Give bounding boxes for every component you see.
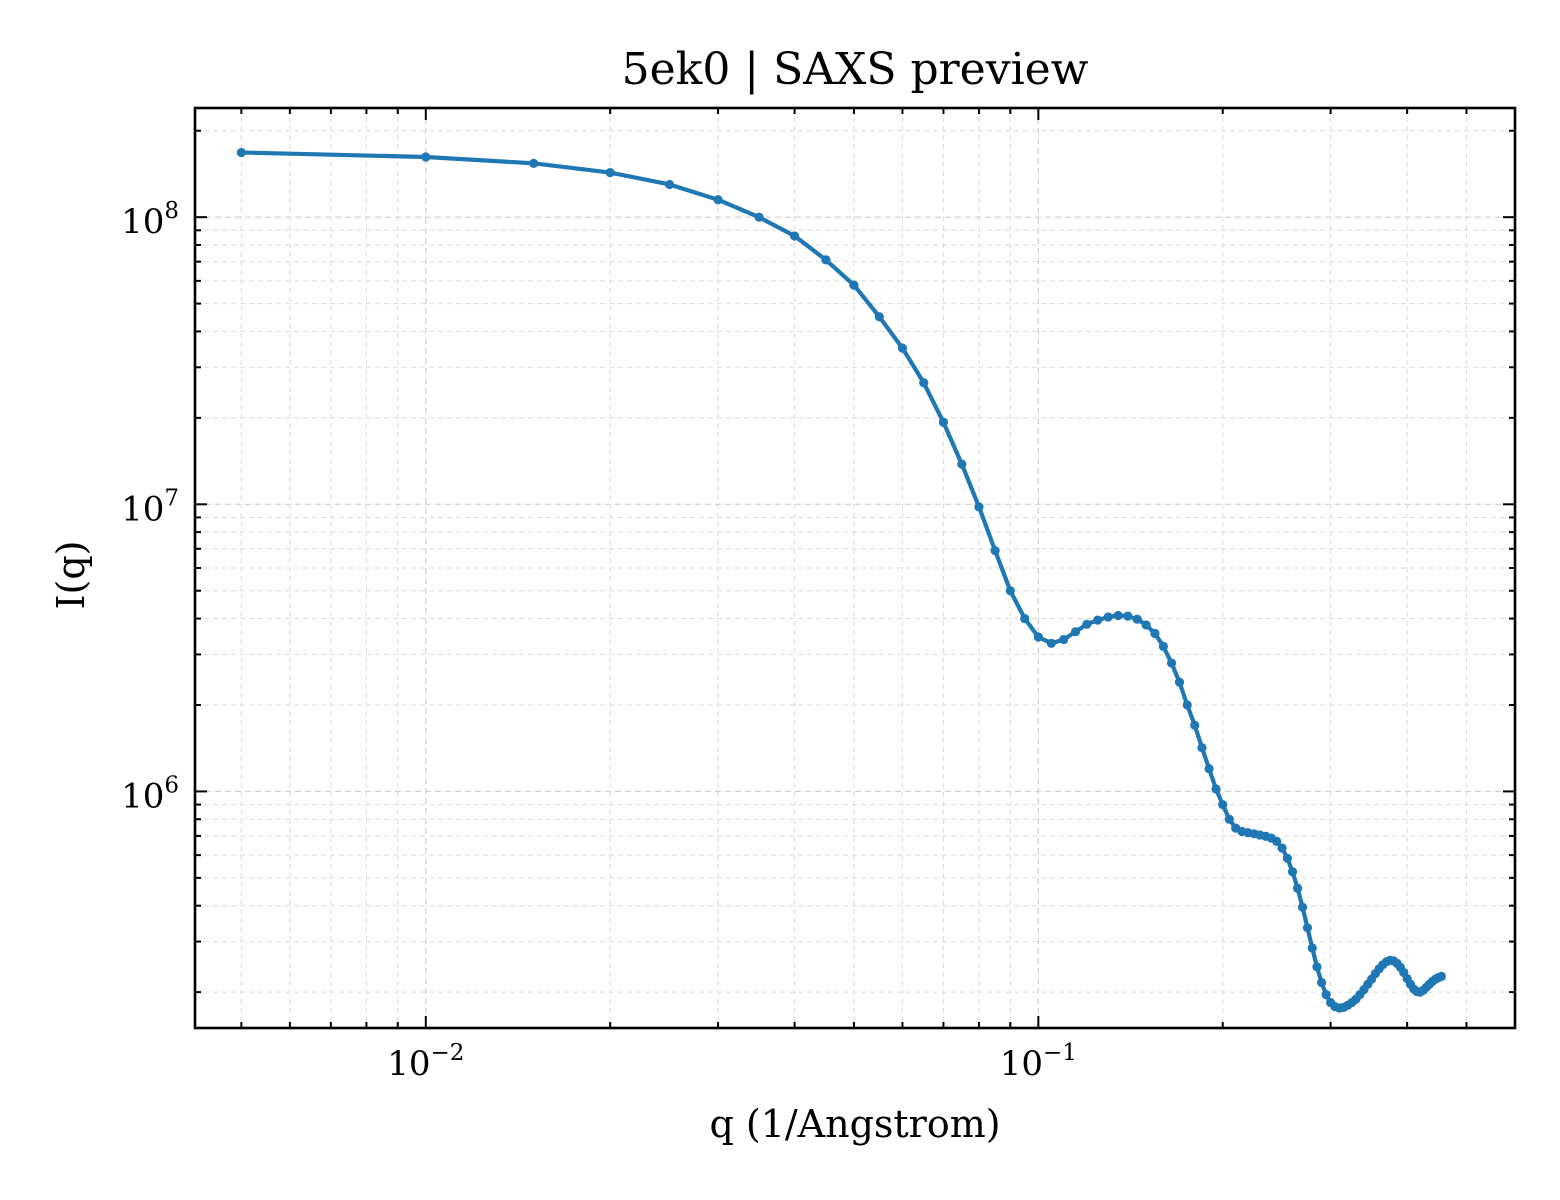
- data-point: [1182, 700, 1192, 710]
- data-point: [529, 158, 539, 168]
- data-point: [1293, 883, 1303, 893]
- y-tick-label-exponent: 7: [164, 485, 179, 511]
- y-axis-label: I(q): [49, 541, 93, 610]
- data-point: [1277, 843, 1287, 853]
- data-point: [1174, 677, 1185, 687]
- data-point: [1132, 614, 1142, 624]
- data-point: [1005, 586, 1015, 596]
- y-tick-label: 107: [121, 485, 179, 529]
- y-tick-label-base: 10: [121, 202, 164, 242]
- y-tick-label-base: 10: [121, 776, 164, 816]
- data-point: [938, 417, 949, 427]
- grid-lines: [195, 108, 1515, 1028]
- x-tick-label-exponent: −2: [430, 1040, 464, 1066]
- data-point: [421, 152, 431, 162]
- x-tick-label-base: 10: [387, 1044, 430, 1084]
- data-point: [1211, 784, 1221, 794]
- data-point: [1103, 612, 1113, 622]
- data-point: [974, 502, 984, 512]
- data-point: [1312, 962, 1322, 972]
- x-axis-label: q (1/Angstrom): [709, 1102, 1000, 1146]
- data-point: [919, 378, 929, 388]
- data-point: [1113, 610, 1123, 621]
- y-tick-label-exponent: 8: [164, 198, 179, 224]
- x-tick-label-exponent: −1: [1043, 1040, 1077, 1066]
- data-point: [849, 280, 859, 290]
- data-point: [1224, 814, 1234, 824]
- data-point: [713, 195, 723, 205]
- data-point: [1158, 641, 1168, 651]
- data-point: [1297, 902, 1308, 912]
- data-point: [1272, 836, 1282, 846]
- plot-frame: [193, 106, 1517, 1030]
- data-point: [1307, 943, 1317, 953]
- y-tick-label: 108: [121, 198, 179, 242]
- data-point: [1190, 720, 1200, 730]
- data-point: [1316, 977, 1327, 988]
- data-point: [1282, 853, 1292, 863]
- data-point: [1123, 611, 1133, 621]
- data-point: [1436, 971, 1447, 981]
- y-tick-label: 106: [121, 772, 179, 816]
- data-point: [1070, 627, 1081, 637]
- y-tick-label-exponent: 6: [164, 772, 179, 798]
- data-point: [1150, 628, 1160, 639]
- data-point: [1204, 764, 1214, 774]
- data-point: [664, 179, 675, 190]
- x-tick-label: 10−2: [387, 1040, 464, 1084]
- data-point: [1321, 990, 1331, 1000]
- data-point: [1197, 743, 1207, 753]
- data-point: [897, 343, 908, 353]
- data-point: [789, 231, 800, 241]
- data-point: [605, 167, 615, 178]
- data-point: [236, 147, 246, 158]
- y-tick-label-base: 10: [121, 489, 164, 529]
- data-point: [957, 459, 967, 469]
- data-point: [1093, 615, 1103, 625]
- x-tick-label-base: 10: [1000, 1044, 1043, 1084]
- data-series: [236, 147, 1447, 1013]
- data-point: [1141, 620, 1151, 630]
- chart-title: 5ek0 | SAXS preview: [622, 44, 1089, 95]
- data-point: [821, 255, 831, 265]
- data-point: [1046, 638, 1056, 648]
- data-point: [1059, 634, 1069, 645]
- data-point: [1287, 867, 1298, 877]
- data-point: [1020, 613, 1030, 624]
- data-point: [754, 212, 764, 222]
- data-point: [1302, 923, 1313, 933]
- data-point: [874, 312, 884, 322]
- data-point: [1166, 658, 1177, 668]
- data-point: [1033, 632, 1043, 642]
- data-point: [1082, 619, 1092, 629]
- data-point: [1218, 799, 1228, 810]
- data-point: [990, 545, 1000, 556]
- x-tick-label: 10−1: [1000, 1040, 1077, 1084]
